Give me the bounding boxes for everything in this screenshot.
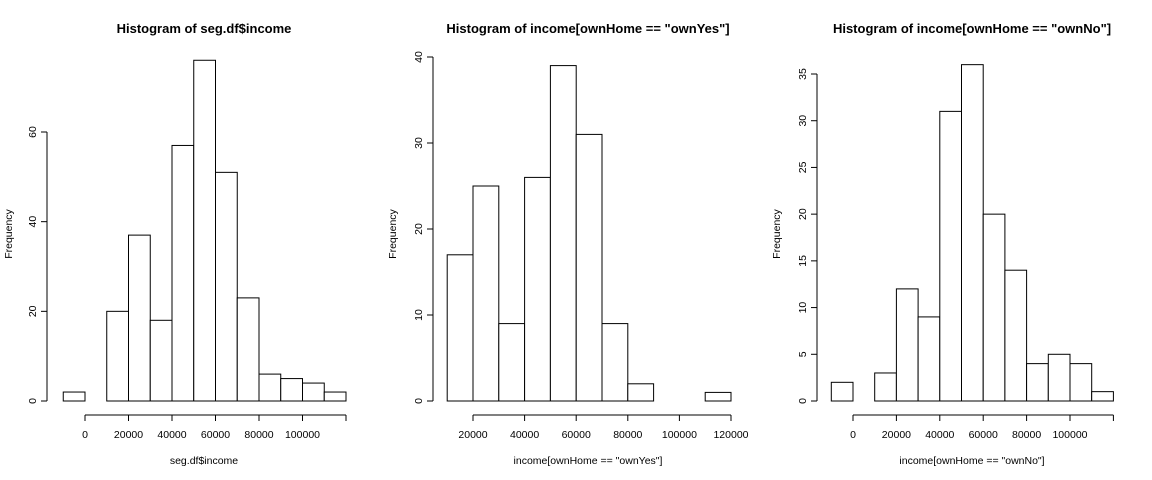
x-tick-label: 40000 [157,429,186,441]
y-tick-label: 15 [797,255,809,267]
y-tick-label: 25 [797,161,809,173]
histogram-panel-own-no: Histogram of income[ownHome == "ownNo"] … [771,21,1114,467]
y-tick-label: 5 [797,351,809,357]
x-tick-label: 80000 [244,429,273,441]
y-tick-label: 30 [413,137,425,149]
histogram-bar [1091,391,1114,402]
y-axis-label: Frequency [3,208,15,258]
histogram-bar [895,288,919,402]
x-tick-label: 80000 [613,429,642,441]
y-tick-label: 10 [413,309,425,321]
histogram-bar [149,319,173,402]
histogram-bar [961,64,984,402]
histogram-bar [704,391,732,402]
histogram-bar [874,372,897,402]
y-tick-label: 40 [27,216,39,228]
y-tick-label: 30 [797,115,809,127]
y-tick-label: 0 [797,398,809,404]
y-axis-label: Frequency [771,208,783,258]
histogram-bar [128,234,151,402]
chart-title: Histogram of income[ownHome == "ownNo"] [833,21,1111,36]
histogram-bar [601,323,629,402]
y-tick-label: 0 [27,398,39,404]
histogram-bar [323,391,347,402]
x-tick-label: 20000 [882,429,911,441]
histogram-bar [498,323,526,402]
histogram-bar [575,133,603,402]
y-tick-label: 0 [413,398,425,404]
histogram-bar [524,176,551,402]
x-tick-label: 0 [850,429,856,441]
histogram-bar [280,378,303,402]
chart-title: Histogram of seg.df$income [117,21,292,36]
histogram-panel-seg-df-income: Histogram of seg.df$income seg.df$income… [3,21,347,467]
histogram-bar [549,65,577,402]
x-tick-label: 100000 [662,429,697,441]
histogram-bar [62,391,86,402]
y-tick-label: 35 [797,68,809,80]
histogram-bar [917,316,941,402]
x-axis-label: income[ownHome == "ownYes"] [514,455,663,467]
x-tick-label: 0 [82,429,88,441]
x-tick-label: 60000 [562,429,591,441]
y-tick-label: 20 [413,223,425,235]
x-axis-label: income[ownHome == "ownNo"] [899,455,1044,467]
histogram-bar [215,171,238,402]
x-tick-label: 60000 [201,429,230,441]
histogram-bar [472,185,500,402]
x-tick-label: 20000 [114,429,143,441]
y-axis-label: Frequency [387,208,399,258]
y-tick-label: 10 [797,302,809,314]
chart-title: Histogram of income[ownHome == "ownYes"] [446,21,729,36]
y-tick-label: 20 [797,208,809,220]
histogram-bar [627,383,655,402]
x-tick-label: 80000 [1012,429,1041,441]
histogram-bar [830,381,854,402]
x-tick-label: 40000 [925,429,954,441]
histogram-bar [171,144,195,402]
x-tick-label: 60000 [969,429,998,441]
x-tick-label: 100000 [1052,429,1087,441]
y-tick-label: 40 [413,51,425,63]
histogram-bar [236,297,260,402]
x-tick-label: 120000 [713,429,748,441]
histogram-bar [258,373,282,402]
y-tick-label: 20 [27,305,39,317]
histogram-bar [1047,353,1071,402]
histogram-bar [1069,363,1093,402]
x-tick-label: 40000 [510,429,539,441]
histogram-bar [982,213,1006,402]
histogram-bar [939,110,962,402]
x-tick-label: 100000 [285,429,320,441]
y-tick-label: 60 [27,126,39,138]
histogram-bar [193,59,216,402]
histogram-panel-own-yes: Histogram of income[ownHome == "ownYes"]… [387,21,749,467]
histogram-bar [1004,269,1028,402]
histogram-bar [1026,363,1049,402]
histogram-bar [106,310,129,402]
histogram-bar [446,254,474,402]
x-axis-label: seg.df$income [170,455,238,467]
x-tick-label: 20000 [458,429,487,441]
histogram-bar [302,382,325,402]
